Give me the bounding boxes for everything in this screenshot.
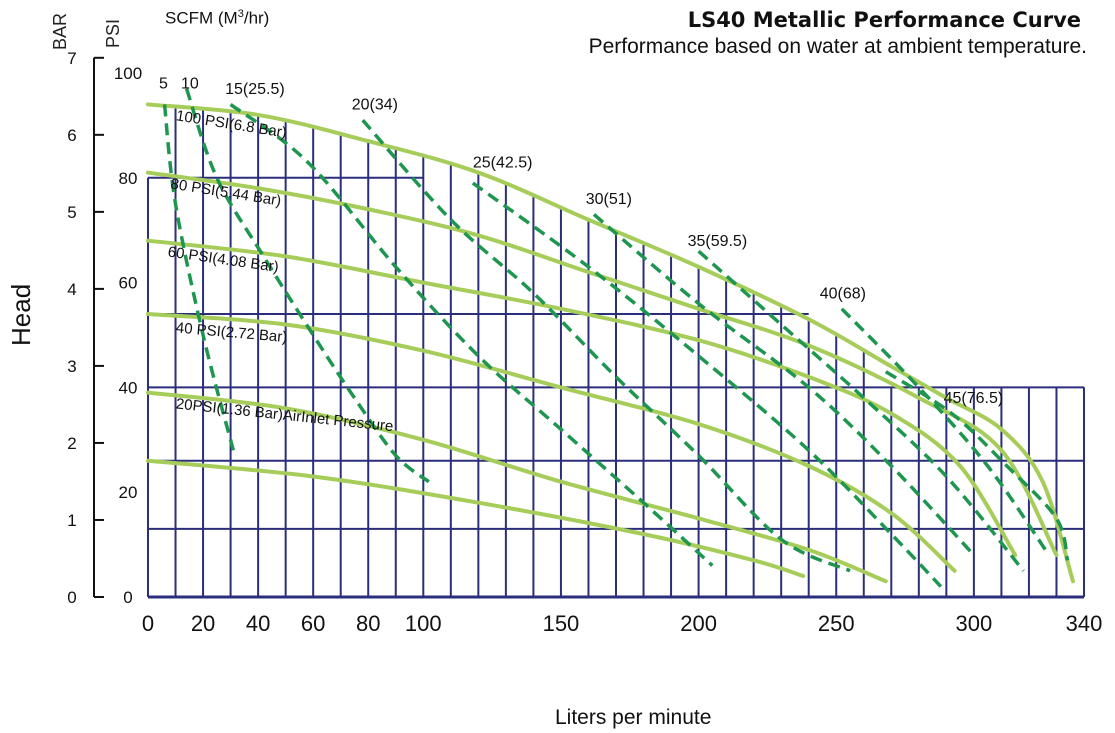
psi-tick-label: 100 bbox=[114, 64, 142, 83]
x-tick-label: 340 bbox=[1066, 611, 1103, 636]
scfm-curve-label: 5 bbox=[159, 76, 168, 93]
pressure-curve bbox=[146, 458, 806, 579]
bar-tick-label: 4 bbox=[67, 280, 76, 299]
x-tick-label: 60 bbox=[301, 611, 325, 636]
scfm-suffix: /hr) bbox=[243, 8, 270, 28]
curves bbox=[146, 88, 1075, 588]
scfm-curve bbox=[162, 104, 236, 451]
bar-axis-unit: BAR bbox=[50, 12, 70, 50]
pressure-curve-label: 80 PSI(5.44 Bar) bbox=[169, 175, 282, 209]
scfm-curve bbox=[840, 307, 1047, 551]
psi-axis-unit: PSI bbox=[103, 18, 123, 48]
pressure-curve bbox=[146, 390, 888, 584]
scfm-curve-label: 35(59.5) bbox=[688, 233, 748, 250]
scfm-prefix: SCFM (M bbox=[165, 8, 238, 28]
x-tick-label: 20 bbox=[191, 611, 215, 636]
bar-axis bbox=[93, 56, 104, 598]
pressure-curve bbox=[146, 170, 1059, 558]
scfm-curve bbox=[361, 119, 851, 573]
psi-tick-label: 60 bbox=[119, 274, 138, 293]
x-tick-label: 150 bbox=[543, 611, 580, 636]
scfm-curve bbox=[471, 181, 943, 588]
bar-tick-label: 7 bbox=[67, 49, 76, 68]
x-tick-label: 200 bbox=[680, 611, 717, 636]
pressure-curve bbox=[146, 312, 957, 573]
pressure-curve-label: 20PSI(1.36 Bar)AirInlet Pressure bbox=[175, 395, 394, 435]
scfm-curve-label: 20(34) bbox=[352, 97, 398, 114]
scfm-curve-label: 45(76.5) bbox=[944, 390, 1004, 407]
psi-tick-label: 0 bbox=[123, 588, 132, 607]
chart-title: LS40 Metallic Performance Curve bbox=[687, 8, 1081, 32]
x-axis-label: Liters per minute bbox=[555, 706, 712, 729]
scfm-curve bbox=[884, 370, 1070, 561]
x-tick-label: 80 bbox=[356, 611, 380, 636]
psi-tick-label: 20 bbox=[119, 483, 138, 502]
scfm-curve bbox=[229, 103, 714, 567]
bar-tick-label: 6 bbox=[67, 126, 76, 145]
bar-tick-label: 0 bbox=[67, 588, 76, 607]
scfm-superscript: 3 bbox=[237, 8, 244, 20]
psi-tick-label: 80 bbox=[119, 169, 138, 188]
scfm-curve-label: 25(42.5) bbox=[473, 154, 533, 171]
head-axis-label: Head bbox=[6, 283, 36, 346]
scfm-curve bbox=[697, 249, 1025, 572]
bar-tick-label: 1 bbox=[67, 511, 76, 530]
scfm-curve-label: 10 bbox=[181, 76, 199, 93]
psi-tick-label: 40 bbox=[119, 378, 138, 397]
scfm-unit-label: SCFM (M3/hr) bbox=[165, 8, 269, 29]
scfm-curve-label: 40(68) bbox=[820, 285, 866, 302]
scfm-curve bbox=[184, 88, 430, 484]
bar-tick-label: 5 bbox=[67, 203, 76, 222]
x-tick-label: 100 bbox=[405, 611, 442, 636]
scfm-curve bbox=[592, 213, 976, 557]
x-tick-label: 300 bbox=[956, 611, 993, 636]
bar-tick-label: 2 bbox=[67, 434, 76, 453]
chart-subtitle: Performance based on water at ambient te… bbox=[588, 35, 1087, 58]
scfm-curve-label: 30(51) bbox=[586, 191, 632, 208]
x-tick-label: 250 bbox=[818, 611, 855, 636]
x-tick-label: 0 bbox=[142, 611, 154, 636]
pressure-curve bbox=[146, 102, 1075, 584]
pressure-curve bbox=[146, 238, 1018, 558]
scfm-curve-label: 15(25.5) bbox=[225, 81, 285, 98]
x-tick-label: 40 bbox=[246, 611, 270, 636]
bar-tick-label: 3 bbox=[67, 357, 76, 376]
